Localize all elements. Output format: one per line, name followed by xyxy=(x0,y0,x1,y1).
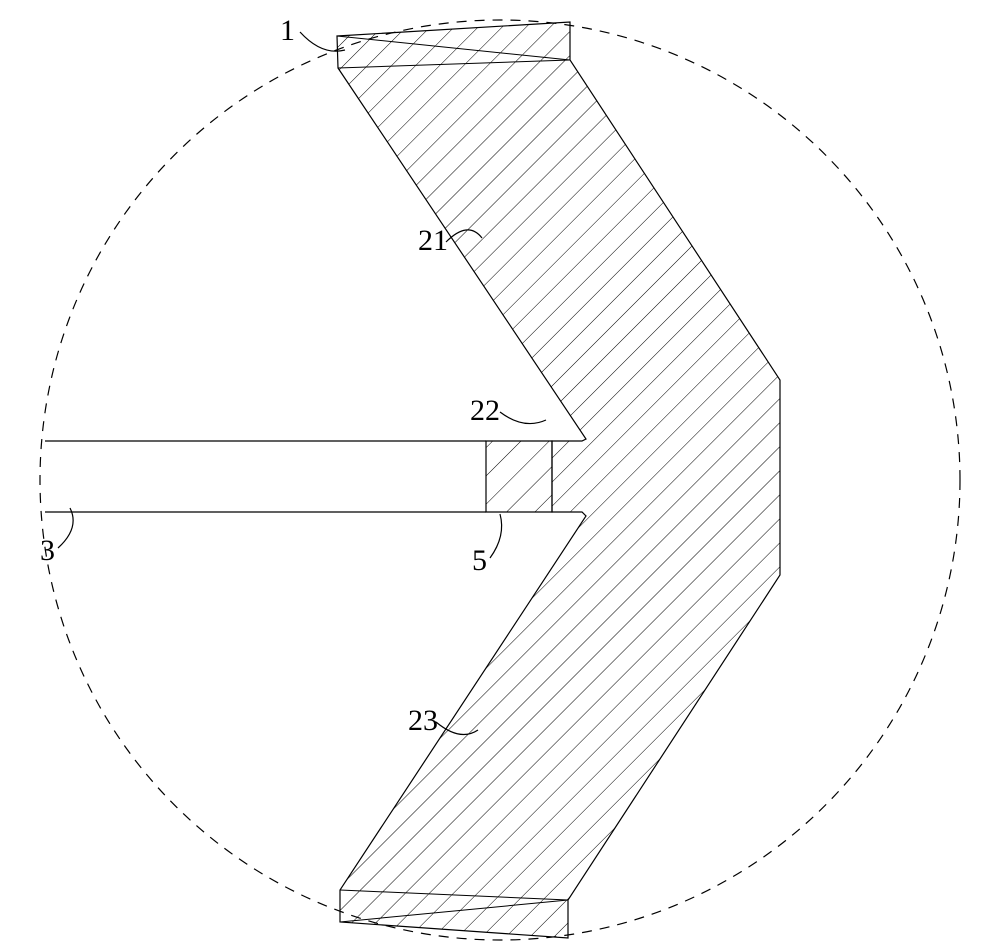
ref-label-21: 21 xyxy=(418,224,448,257)
leader-line xyxy=(500,412,546,424)
main-hatched-body xyxy=(337,22,780,938)
leader-line xyxy=(58,508,73,548)
ref-label-22: 22 xyxy=(470,394,500,427)
ref-label-5: 5 xyxy=(472,544,487,577)
ref-label-1: 1 xyxy=(280,14,295,47)
small-hatched-block xyxy=(486,441,552,512)
ref-label-23: 23 xyxy=(408,704,438,737)
leader-line xyxy=(490,514,502,558)
technical-figure: 1 21 22 3 5 23 xyxy=(0,0,1000,945)
ref-label-3: 3 xyxy=(40,534,55,567)
